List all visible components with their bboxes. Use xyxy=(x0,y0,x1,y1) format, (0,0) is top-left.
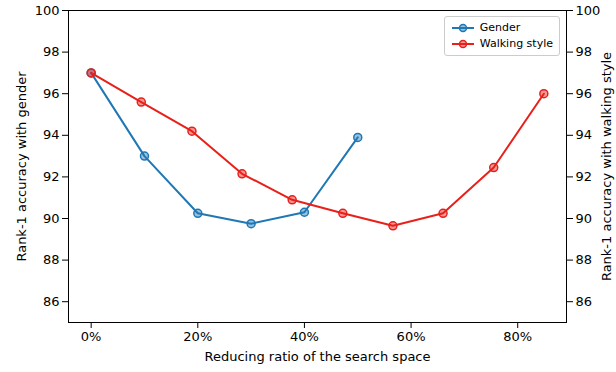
svg-text:Reducing ratio of the search s: Reducing ratio of the search space xyxy=(204,349,430,364)
svg-text:Rank-1 accuracy with gender: Rank-1 accuracy with gender xyxy=(14,71,29,262)
svg-text:96: 96 xyxy=(576,86,593,101)
svg-text:40%: 40% xyxy=(290,329,319,344)
svg-text:88: 88 xyxy=(43,252,60,267)
svg-text:90: 90 xyxy=(576,211,593,226)
svg-text:90: 90 xyxy=(43,211,60,226)
svg-text:94: 94 xyxy=(43,127,60,142)
svg-text:98: 98 xyxy=(43,44,60,59)
svg-text:98: 98 xyxy=(576,44,593,59)
html-text:Gender: Gender xyxy=(479,21,521,34)
svg-text:96: 96 xyxy=(43,86,60,101)
svg-text:80%: 80% xyxy=(503,329,532,344)
svg-text:92: 92 xyxy=(43,169,60,184)
svg-text:60%: 60% xyxy=(397,329,426,344)
html-text:Walking style: Walking style xyxy=(479,37,553,50)
svg-text:86: 86 xyxy=(43,294,60,309)
svg-text:20%: 20% xyxy=(183,329,212,344)
svg-text:Rank-1 accuracy with walking s: Rank-1 accuracy with walking style xyxy=(599,52,614,281)
svg-text:86: 86 xyxy=(576,294,593,309)
svg-text:88: 88 xyxy=(576,252,593,267)
svg-text:0%: 0% xyxy=(81,329,102,344)
svg-text:94: 94 xyxy=(576,127,593,142)
svg-text:100: 100 xyxy=(576,3,601,18)
svg-text:92: 92 xyxy=(576,169,593,184)
svg-text:100: 100 xyxy=(35,3,60,18)
